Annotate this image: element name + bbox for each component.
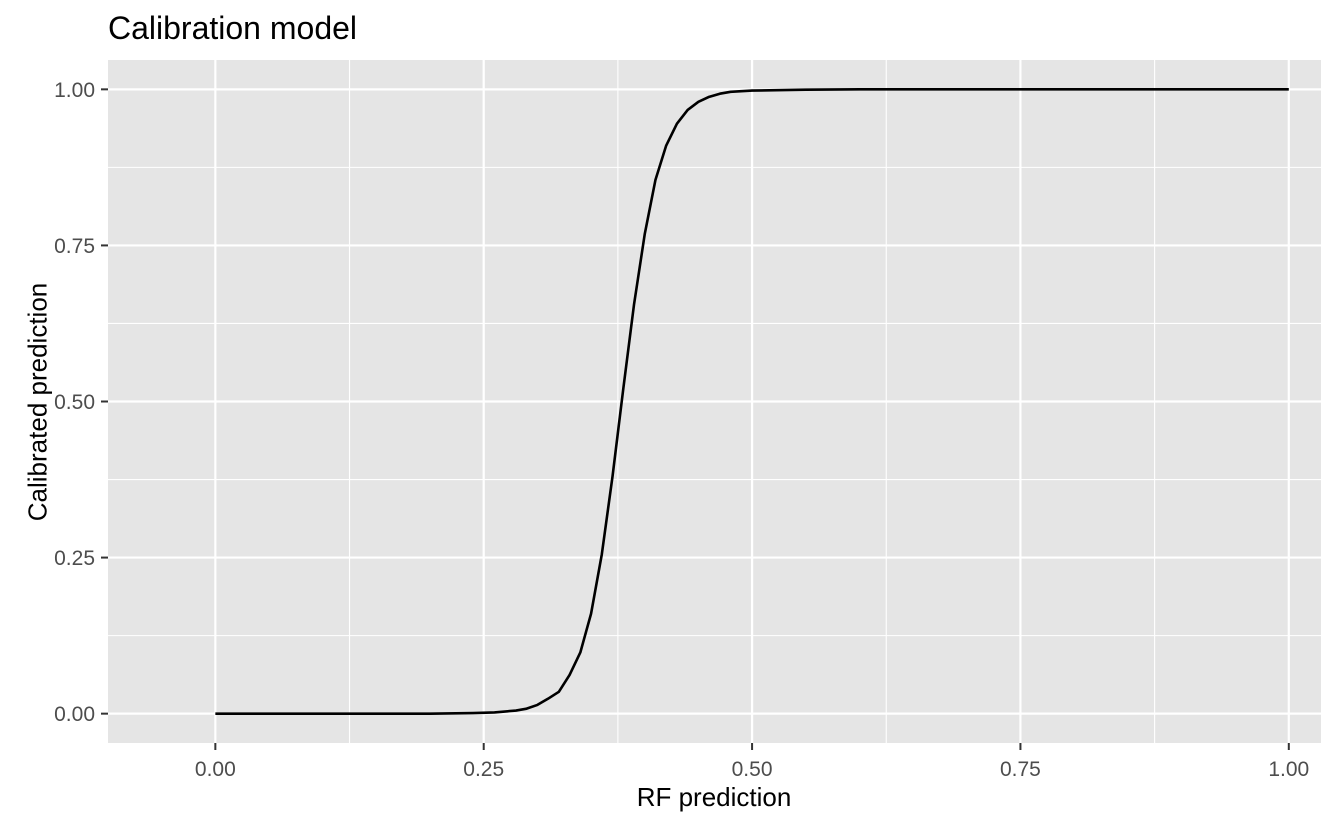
x-tick-label: 0.25: [463, 758, 504, 781]
chart-title: Calibration model: [108, 10, 358, 46]
series-line: [215, 88, 1289, 715]
y-tick-label: 1.00: [54, 79, 95, 102]
x-tick-label: 0.50: [732, 758, 773, 781]
y-tick-label: 0.50: [54, 391, 95, 414]
x-tick-label: 0.75: [1000, 758, 1041, 781]
x-axis-label: RF prediction: [636, 782, 792, 812]
y-axis: 0.00 0.25 0.50 0.75 1.00: [54, 79, 108, 726]
x-axis: 0.00 0.25 0.50 0.75 1.00: [195, 743, 1309, 781]
x-tick-label: 1.00: [1268, 758, 1309, 781]
y-tick-label: 0.75: [54, 235, 95, 258]
y-tick-label: 0.00: [54, 703, 95, 726]
major-gridlines: [108, 60, 1321, 743]
x-tick-label: 0.00: [195, 758, 236, 781]
y-tick-label: 0.25: [54, 547, 95, 570]
minor-gridlines: [108, 60, 1321, 743]
y-axis-label: Calibrated prediction: [22, 282, 53, 522]
